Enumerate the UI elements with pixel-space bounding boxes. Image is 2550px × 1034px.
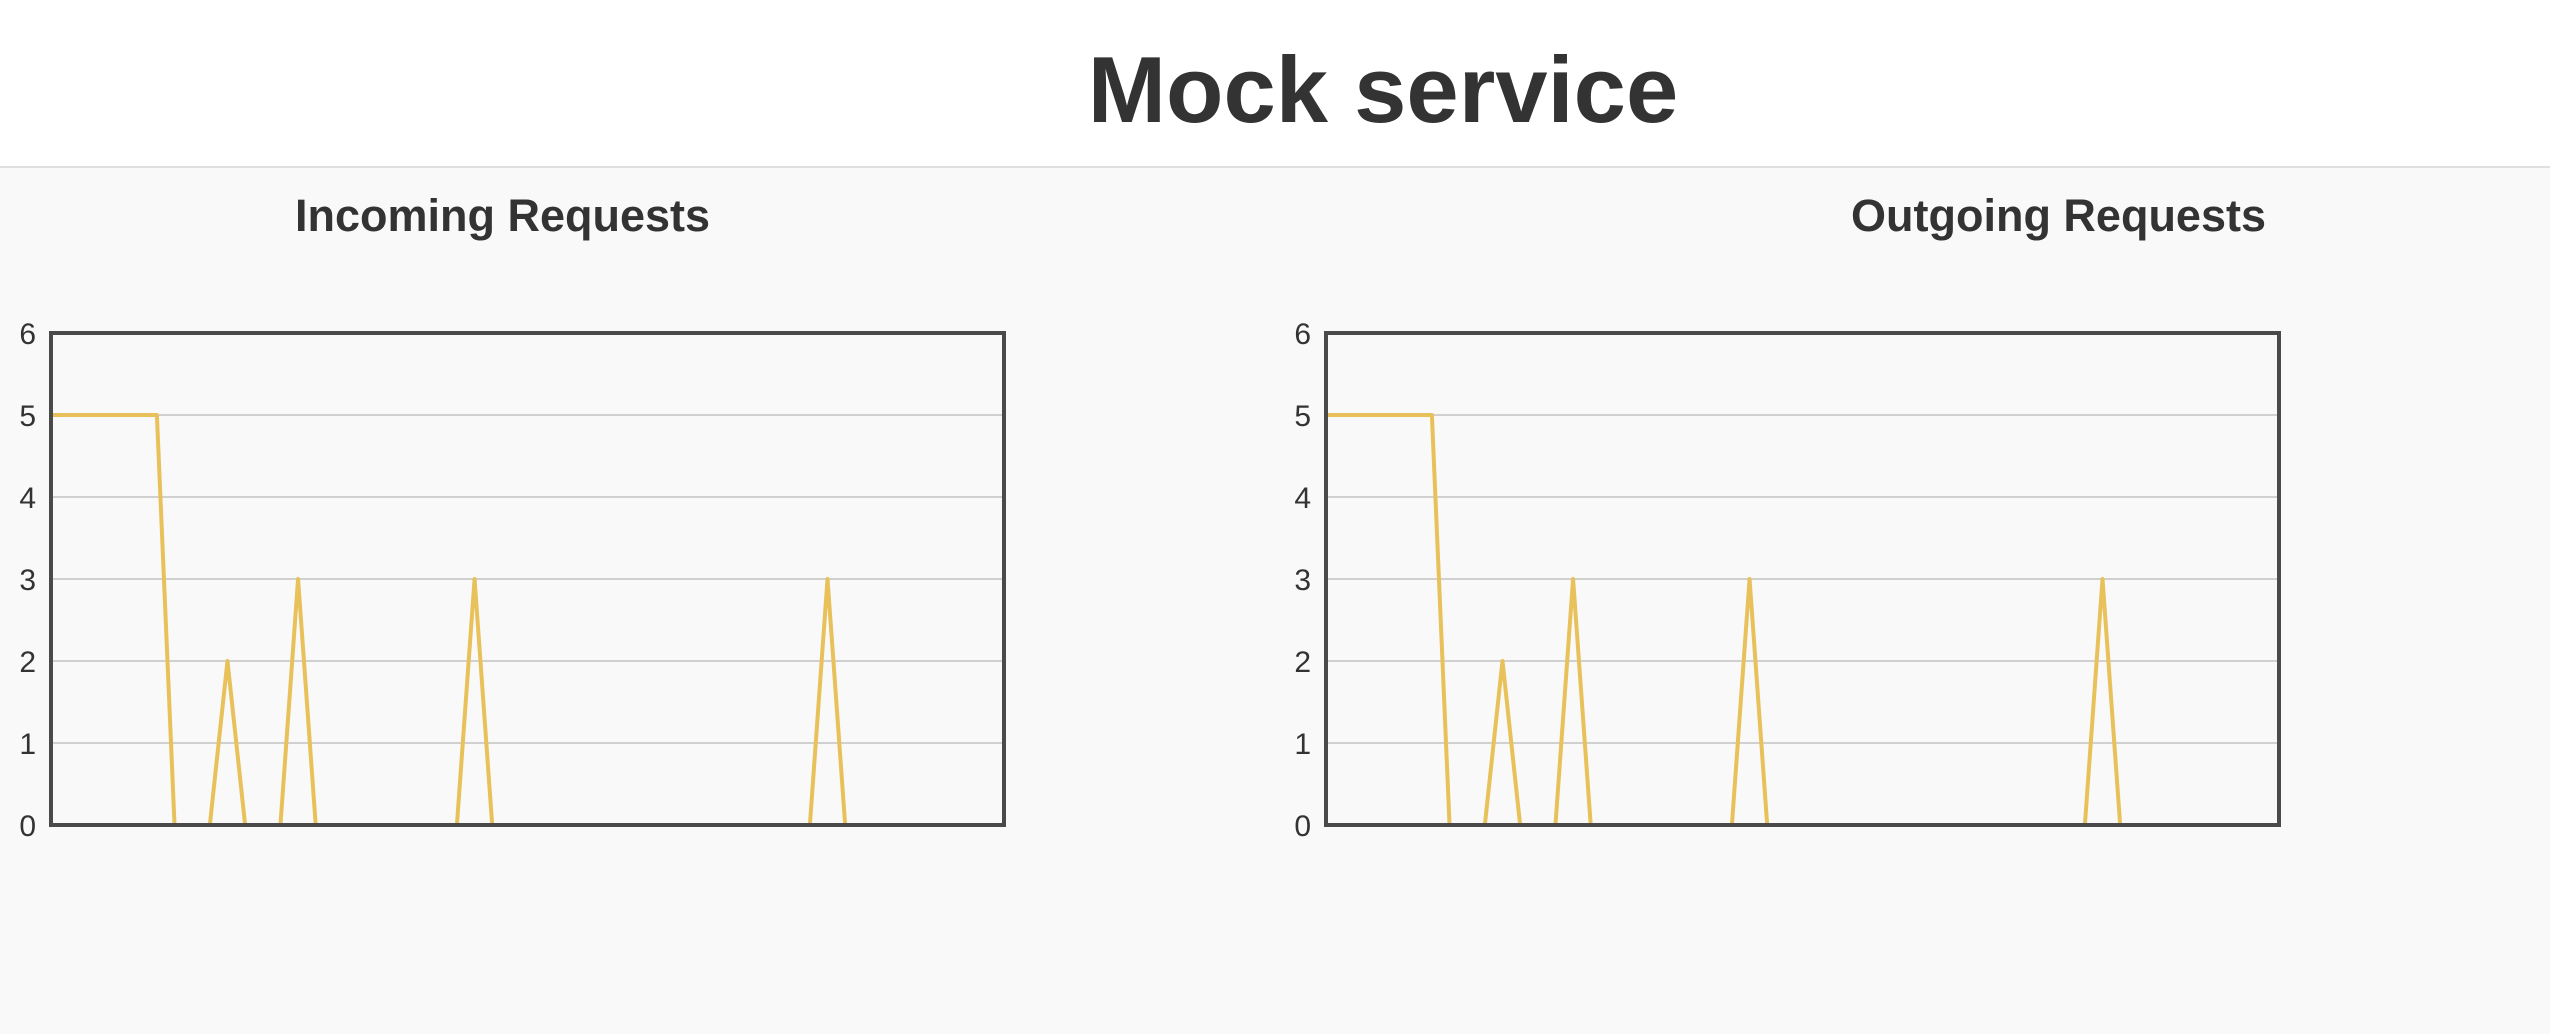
chart-title-incoming: Incoming Requests: [294, 190, 711, 241]
y-tick-label: 1: [1294, 728, 1311, 761]
incoming-requests-chart: 0 1 2 3 4 5 6: [19, 318, 1006, 843]
y-tick-label: 4: [1294, 482, 1311, 515]
y-tick-label: 5: [19, 400, 36, 433]
plot-frame: [49, 331, 1006, 827]
y-tick-label: 2: [19, 646, 36, 679]
y-tick-label: 4: [19, 482, 36, 515]
outgoing-requests-panel: Outgoing Requests 0 1 2 3 4 5 6: [1275, 168, 2550, 1034]
outgoing-requests-chart: 0 1 2 3 4 5 6: [1294, 318, 2281, 843]
y-tick-label: 2: [1294, 646, 1311, 679]
y-tick-label: 3: [1294, 564, 1311, 597]
y-tick-label: 1: [19, 728, 36, 761]
y-tick-label: 3: [19, 564, 36, 597]
series-line: [51, 413, 1004, 827]
y-tick-label: 6: [1294, 318, 1311, 351]
chart-title-outgoing: Outgoing Requests: [1851, 190, 2266, 241]
page-title: Mock service: [1087, 37, 1679, 142]
series-line: [1326, 413, 2279, 827]
y-tick-label: 6: [19, 318, 36, 351]
plot-frame: [1324, 331, 2281, 827]
y-tick-label: 5: [1294, 400, 1311, 433]
page-header: Mock service: [0, 0, 2550, 168]
incoming-requests-panel: Incoming Requests 0 1 2 3 4 5 6: [0, 168, 1275, 1034]
y-tick-label: 0: [19, 810, 36, 843]
y-tick-label: 0: [1294, 810, 1311, 843]
